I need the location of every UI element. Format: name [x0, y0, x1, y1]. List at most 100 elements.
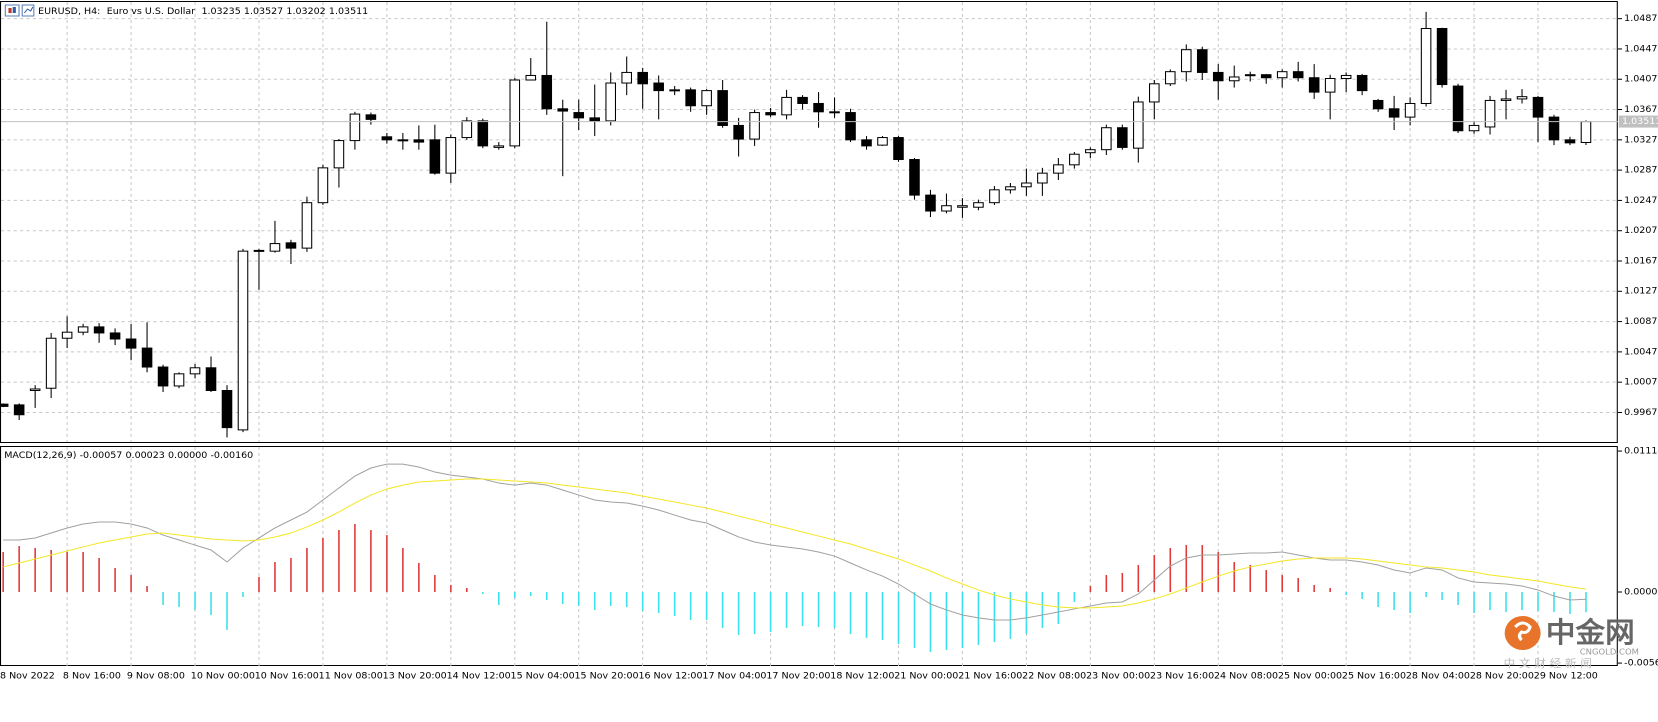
x-tick-label: 14 Nov 12:00 [447, 671, 511, 682]
candle-body [397, 139, 409, 142]
price-label-bg [1618, 115, 1658, 128]
indicator-value: -0.00057 [80, 450, 123, 461]
candle-body [253, 249, 265, 252]
candle-body [29, 388, 41, 392]
candle-body [1276, 71, 1288, 79]
candle-body [285, 242, 297, 249]
candle-body [1260, 74, 1272, 79]
x-tick-label: 16 Nov 12:00 [638, 671, 702, 682]
candle-body [829, 111, 840, 114]
candle-body [557, 108, 569, 112]
candle-body [1133, 101, 1144, 149]
indicator-name: MACD(12,26,9) [4, 450, 76, 461]
candle-body [797, 96, 808, 104]
watermark: 中金网 CNGOLD.COM 中 文 财 经 新 闻 [1504, 616, 1639, 670]
watermark-brand: 中金网 [1546, 616, 1635, 649]
candle-body [125, 338, 137, 349]
x-tick-label: 8 Nov 2022 [0, 671, 55, 682]
y-tick-label: -0.00562 [1624, 658, 1658, 669]
candle-body [1292, 71, 1304, 79]
candle-body [989, 189, 1000, 204]
candle-body [317, 167, 329, 204]
candle-body [1101, 127, 1112, 151]
candle-body [1548, 116, 1560, 141]
candle-body [1308, 77, 1320, 93]
y-tick-label: 1.01270 [1624, 286, 1658, 297]
icon-box [21, 4, 35, 17]
candle-body [1356, 74, 1368, 92]
symbol-icon [4, 4, 35, 17]
candle-body [525, 74, 537, 81]
x-tick-label: 23 Nov 16:00 [1150, 671, 1214, 682]
x-tick-label: 13 Nov 20:00 [383, 671, 447, 682]
y-tick-label: 1.04070 [1624, 74, 1658, 85]
candle-body [205, 367, 217, 392]
candle-body [1388, 108, 1400, 118]
x-tick-label: 8 Nov 16:00 [63, 671, 121, 682]
y-tick-label: 1.03670 [1624, 104, 1658, 115]
candle-body [893, 137, 904, 161]
candle-body [61, 331, 73, 339]
candle-body [605, 82, 616, 122]
candle-body [1164, 71, 1176, 85]
candle-body [221, 390, 233, 429]
macd-panel-frame [0, 446, 1618, 666]
x-tick-label: 21 Nov 00:00 [894, 671, 958, 682]
header-close: 1.03511 [329, 6, 368, 17]
x-tick-label: 25 Nov 00:00 [1278, 671, 1342, 682]
candle-body [157, 366, 169, 387]
candle-body [77, 326, 89, 333]
y-tick-label: 1.02070 [1624, 225, 1658, 236]
candle-body [877, 137, 888, 146]
candle-body [589, 117, 601, 122]
candle-body [493, 145, 505, 148]
watermark-site: CNGOLD.COM [1580, 647, 1639, 657]
x-tick-label: 17 Nov 04:00 [702, 671, 766, 682]
icon-line [23, 6, 34, 14]
x-tick-label: 28 Nov 04:00 [1406, 671, 1470, 682]
header-subtitle: Euro vs U.S. Dollar [107, 6, 196, 17]
candle-body [941, 205, 952, 212]
y-tick-label: 0.01114 [1624, 446, 1658, 457]
price-panel-frame [0, 1, 1618, 443]
x-tick-label: 24 Nov 08:00 [1214, 671, 1278, 682]
candle-body [925, 194, 936, 212]
candle-body [765, 112, 776, 116]
candle-body [477, 120, 489, 147]
x-tick-label: 21 Nov 16:00 [958, 671, 1022, 682]
candle-body [301, 202, 313, 249]
header-low: 1.03202 [286, 6, 325, 17]
candle-body [621, 71, 632, 84]
candle-body [637, 71, 648, 85]
x-tick-label: 22 Nov 08:00 [1022, 671, 1086, 682]
candle-body [93, 326, 105, 334]
candle-body [1085, 149, 1096, 154]
candle-body [1404, 102, 1416, 118]
candle-body [45, 337, 57, 389]
y-tick-label: 1.00070 [1624, 377, 1658, 388]
candle-body [333, 140, 345, 169]
candle-body [349, 113, 361, 142]
candle-body [1420, 28, 1432, 104]
candle-body [1117, 127, 1128, 148]
candle-body [1340, 74, 1352, 79]
candle-body [701, 90, 712, 107]
x-tick-label: 15 Nov 20:00 [575, 671, 639, 682]
candle-body [1468, 124, 1480, 132]
candle-body [173, 373, 185, 387]
candle-body [1037, 172, 1048, 184]
candle-body [237, 250, 249, 431]
candle-body [0, 403, 9, 407]
y-tick-label: 1.00870 [1624, 316, 1658, 327]
candle-body [13, 404, 25, 416]
candle-body [269, 243, 281, 252]
y-tick-label: 0.99670 [1624, 407, 1658, 418]
x-tick-label: 25 Nov 16:00 [1342, 671, 1406, 682]
icon-bar [12, 7, 16, 13]
candle-body [1228, 76, 1240, 82]
candle-body [141, 347, 153, 368]
candle-body [109, 332, 121, 340]
candle-body [1005, 186, 1016, 191]
candle-body [1436, 28, 1448, 86]
